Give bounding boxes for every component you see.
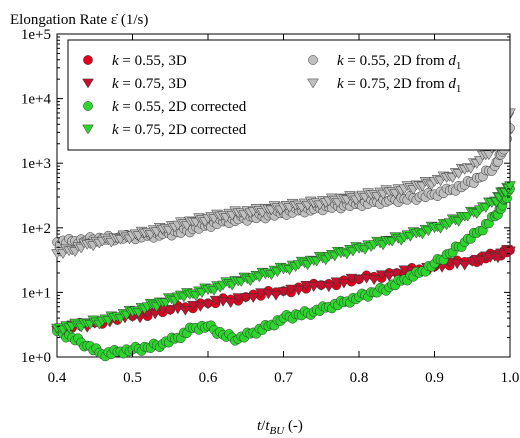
legend-marker xyxy=(307,78,319,89)
data-point xyxy=(368,275,380,286)
data-point xyxy=(277,287,290,297)
x-tick-label: 0.8 xyxy=(350,370,369,386)
data-point xyxy=(338,278,350,289)
legend-entry-label: k = 0.55, 2D corrected xyxy=(112,99,247,115)
y-tick-label: 1e+2 xyxy=(21,221,51,237)
y-axis-title-unit: (1/s) xyxy=(117,12,148,28)
x-axis-title-t2: t xyxy=(265,418,270,434)
legend-marker xyxy=(82,78,94,89)
data-point xyxy=(232,293,245,303)
data-point xyxy=(390,269,403,280)
data-point xyxy=(292,286,305,296)
data-point xyxy=(270,291,282,301)
y-tick-label: 1e+1 xyxy=(21,285,51,301)
legend: k = 0.55, 3D k = 0.75, 3D k = 0.55, 2D cor… xyxy=(82,53,461,138)
legend-entry-label: k = 0.55, 2D from d1 xyxy=(337,53,461,72)
data-point xyxy=(353,275,365,285)
data-point xyxy=(164,305,177,316)
data-point xyxy=(307,282,320,293)
data-point xyxy=(383,271,396,282)
x-axis-title-t: t xyxy=(257,418,262,434)
y-tick-label: 1e+3 xyxy=(21,156,51,172)
legend-marker xyxy=(82,124,94,135)
series-3 xyxy=(51,181,516,336)
data-point xyxy=(504,181,516,191)
legend-entry-label: k = 0.75, 2D from d1 xyxy=(337,76,461,95)
data-point xyxy=(194,302,207,312)
y-tick-label: 1e+0 xyxy=(21,350,51,366)
y-axis-title-symbol: ε̇ xyxy=(111,12,118,28)
x-axis-title-unit: (-) xyxy=(284,418,303,434)
x-axis-title: t/tBU (-) xyxy=(257,418,303,437)
x-tick-label: 0.7 xyxy=(274,370,293,386)
legend-marker xyxy=(83,101,93,111)
x-tick-label: 0.9 xyxy=(425,370,444,386)
data-point xyxy=(149,309,161,320)
data-point xyxy=(179,306,192,316)
x-tick-label: 1.0 xyxy=(501,370,520,386)
legend-entry-label: k = 0.75, 3D xyxy=(112,76,187,92)
series-2 xyxy=(52,184,515,362)
legend-marker xyxy=(308,55,318,65)
x-tick-label: 0.6 xyxy=(199,370,218,386)
x-axis-ticks: 0.4 0.5 0.6 0.7 0.8 0.9 1.0 xyxy=(48,34,520,386)
y-axis-title-text: Elongation Rate xyxy=(10,12,111,28)
data-point xyxy=(224,298,237,309)
data-point xyxy=(475,256,488,267)
data-point xyxy=(247,293,260,304)
x-tick-label: 0.5 xyxy=(123,370,142,386)
data-point xyxy=(322,282,335,293)
data-point xyxy=(458,260,471,271)
y-axis-title: Elongation Rate ε̇ (1/s) xyxy=(10,12,148,28)
data-point xyxy=(483,150,495,161)
legend-marker xyxy=(83,55,93,65)
data-point xyxy=(239,293,252,303)
y-tick-label: 1e+4 xyxy=(21,92,52,108)
x-axis-title-sub: BU xyxy=(270,425,286,437)
y-axis-ticks: 1e+0 1e+1 1e+2 1e+3 1e+4 1e+5 xyxy=(21,27,510,366)
legend-box xyxy=(67,39,511,151)
series-5 xyxy=(51,108,516,259)
x-tick-label: 0.4 xyxy=(48,370,67,386)
legend-entry-label: k = 0.75, 2D corrected xyxy=(112,122,247,138)
y-tick-label: 1e+5 xyxy=(21,27,51,43)
legend-entry-label: k = 0.55, 3D xyxy=(112,53,187,69)
data-point xyxy=(202,299,214,310)
